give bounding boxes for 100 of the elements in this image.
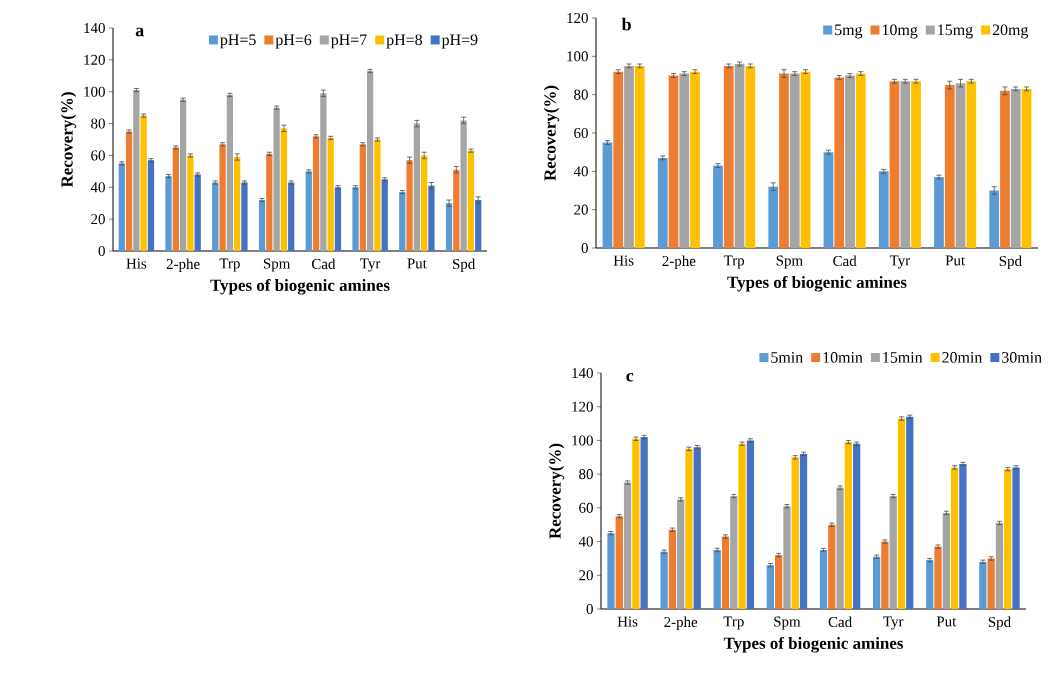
bar — [445, 203, 453, 251]
bar — [219, 144, 226, 251]
bar — [288, 182, 295, 251]
y-tick-label: 100 — [572, 435, 593, 446]
bar — [723, 65, 734, 248]
legend-label: 20min — [942, 352, 983, 363]
bar — [900, 81, 911, 248]
bar — [779, 73, 789, 248]
bar — [668, 529, 677, 609]
bar — [995, 523, 1004, 609]
bar — [889, 496, 897, 609]
bar — [660, 551, 668, 609]
bar — [602, 142, 613, 248]
bar — [911, 81, 921, 248]
bar — [460, 120, 467, 251]
legend-label: 30min — [1002, 352, 1042, 363]
y-tick-label: 40 — [90, 182, 105, 193]
chart-title: a — [135, 27, 144, 37]
bar — [836, 487, 844, 609]
y-tick-label: 80 — [91, 118, 105, 129]
bar — [381, 179, 388, 251]
bar — [685, 448, 693, 609]
bar — [212, 182, 219, 251]
bar — [955, 83, 966, 248]
y-tick-label: 120 — [84, 54, 105, 65]
bar — [187, 155, 194, 251]
x-axis-title: Types of biogenic amines — [727, 275, 907, 292]
bar — [258, 200, 266, 251]
x-tick-label: Tyr — [889, 255, 911, 269]
bar — [118, 163, 125, 251]
bar — [334, 187, 342, 251]
y-tick-label: 80 — [574, 89, 588, 100]
bar — [721, 536, 730, 609]
bar — [421, 155, 428, 251]
bar — [1012, 467, 1020, 609]
y-tick-label: 100 — [84, 86, 105, 97]
bar — [989, 190, 1000, 248]
chart-title: c — [626, 372, 634, 382]
bar — [359, 144, 366, 251]
y-tick-label: 120 — [572, 401, 593, 412]
y-tick-label: 40 — [573, 166, 588, 177]
bar — [693, 447, 701, 609]
bar — [872, 556, 881, 609]
bar — [352, 187, 359, 251]
y-tick-label: 60 — [579, 502, 593, 513]
bar — [745, 65, 756, 248]
bar — [775, 555, 783, 609]
y-tick-label: 0 — [98, 245, 105, 257]
x-axis-title: Types of biogenic amines — [723, 636, 904, 653]
x-tick-label: His — [126, 258, 147, 269]
x-tick-label: 2-phe — [662, 255, 696, 270]
y-axis-title: Recovery(%) — [543, 85, 560, 181]
bar — [897, 418, 906, 609]
bar — [734, 63, 745, 248]
x-tick-label: Put — [936, 616, 957, 627]
bar — [327, 137, 334, 251]
bar — [926, 560, 934, 609]
bar — [730, 496, 738, 609]
bar — [312, 136, 320, 251]
bar — [273, 107, 280, 251]
x-tick-label: His — [617, 616, 638, 627]
bar — [607, 533, 615, 609]
legend-label: pH=8 — [386, 34, 423, 49]
bar — [834, 77, 845, 248]
bar — [179, 99, 187, 251]
bar — [634, 65, 645, 248]
bar — [399, 192, 406, 251]
bar — [881, 541, 889, 609]
x-tick-label: Cad — [828, 616, 852, 628]
y-tick-label: 140 — [572, 367, 593, 379]
y-tick-label: 20 — [91, 214, 105, 225]
x-tick-label: Spd — [999, 255, 1022, 270]
bar — [679, 73, 690, 248]
y-axis-title: Recovery(%) — [548, 443, 565, 539]
bar — [1000, 90, 1010, 248]
x-tick-label: Tyr — [360, 258, 381, 272]
bar — [690, 71, 700, 248]
y-tick-label: 140 — [84, 22, 105, 34]
bar — [878, 171, 889, 248]
y-tick-label: 80 — [579, 469, 593, 480]
bar — [783, 506, 791, 609]
legend-label: 10min — [823, 352, 863, 363]
x-tick-label: Trp — [723, 616, 744, 630]
bar — [942, 512, 950, 609]
legend-label: 5mg — [835, 24, 863, 39]
bar — [800, 71, 811, 248]
bar — [640, 437, 648, 609]
bar — [172, 147, 179, 251]
y-tick-label: 60 — [574, 127, 588, 139]
legend-label: pH=9 — [441, 34, 478, 49]
bar — [366, 71, 374, 251]
y-tick-label: 0 — [581, 242, 588, 254]
x-tick-label: Cad — [311, 258, 336, 270]
bar — [374, 139, 381, 251]
x-tick-label: Trp — [723, 255, 745, 269]
x-tick-label: Put — [407, 258, 427, 269]
bar — [791, 457, 799, 609]
bar — [1010, 88, 1021, 248]
bar — [823, 152, 834, 248]
x-tick-label: Spm — [263, 258, 291, 272]
